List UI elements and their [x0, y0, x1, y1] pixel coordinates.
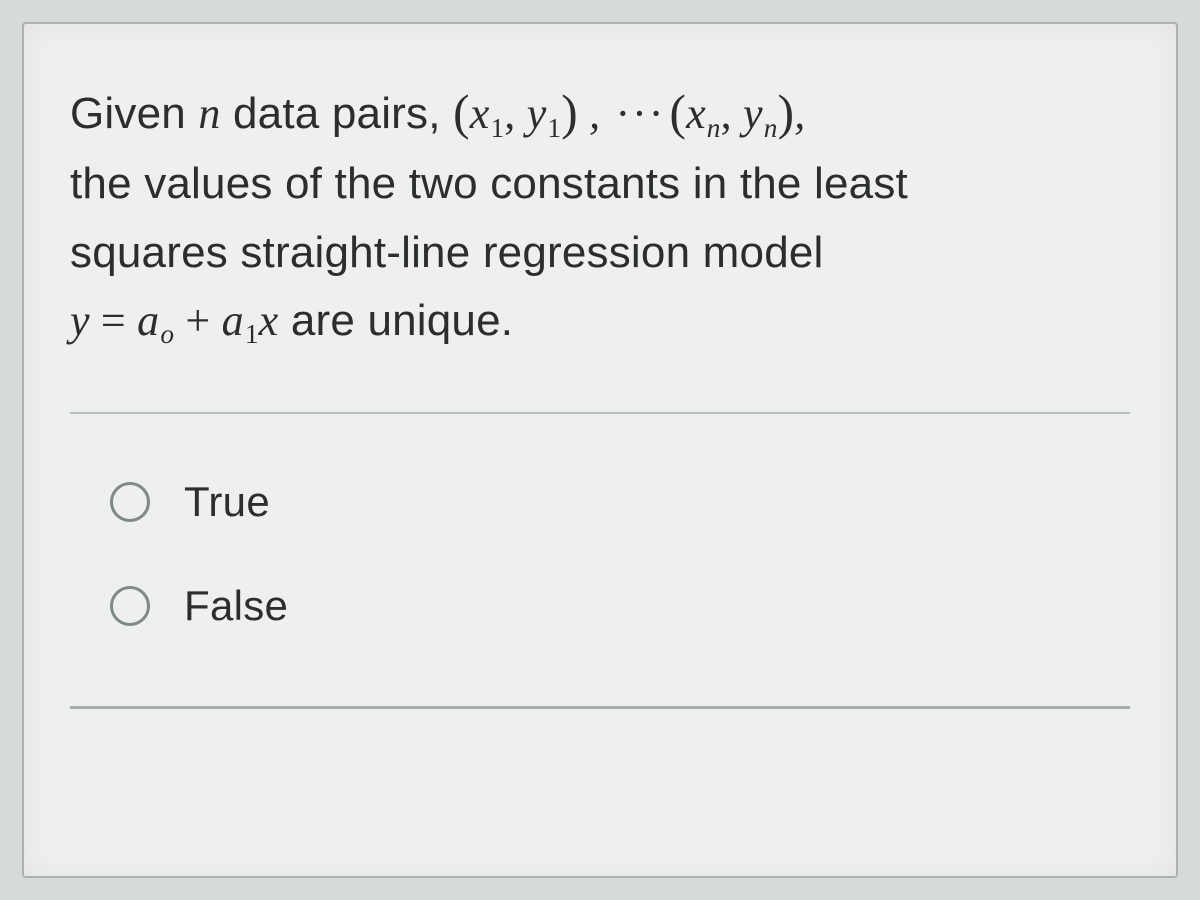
var-x: x: [470, 89, 490, 138]
pair-1: (x1, y1): [453, 89, 578, 138]
coef-a1: a: [222, 296, 244, 345]
radio-icon[interactable]: [110, 586, 150, 626]
sub-o: o: [159, 319, 174, 349]
equals: =: [90, 296, 137, 345]
var-y: y: [743, 89, 763, 138]
pair-n: (xn, yn): [669, 89, 794, 138]
question-stem: Given n data pairs, (x1, y1) , ···(xn, y…: [70, 74, 1130, 356]
text-segment: data pairs,: [221, 89, 454, 138]
comma: ,: [578, 89, 612, 138]
ellipsis: ···: [611, 89, 669, 138]
text-segment: are unique.: [278, 296, 513, 345]
close-paren: ): [778, 85, 795, 140]
bottom-separator: [70, 706, 1130, 709]
comma: ,: [721, 89, 743, 138]
answer-options: True False: [70, 450, 1130, 658]
equation: y = ao + a1x: [70, 296, 278, 345]
option-label: True: [184, 478, 270, 526]
coef-a0: a: [137, 296, 159, 345]
var-n: n: [198, 89, 220, 138]
var-x: x: [259, 296, 279, 345]
option-false[interactable]: False: [70, 554, 1130, 658]
var-x: x: [686, 89, 706, 138]
open-paren: (: [669, 85, 686, 140]
question-card: Given n data pairs, (x1, y1) , ···(xn, y…: [22, 22, 1178, 878]
comma: ,: [504, 89, 526, 138]
open-paren: (: [453, 85, 470, 140]
sub-n: n: [706, 113, 721, 143]
option-true[interactable]: True: [70, 450, 1130, 554]
sub-1: 1: [546, 113, 561, 143]
var-y: y: [70, 296, 90, 345]
separator: [70, 412, 1130, 414]
sub-n: n: [763, 113, 778, 143]
text-segment: the values of the two constants in the l…: [70, 159, 908, 208]
plus: +: [174, 296, 221, 345]
sub-1: 1: [489, 113, 504, 143]
text-segment: squares straight-line regression model: [70, 228, 824, 277]
close-paren: ): [561, 85, 578, 140]
option-label: False: [184, 582, 288, 630]
text-segment: Given: [70, 89, 198, 138]
sub-1: 1: [244, 319, 259, 349]
radio-icon[interactable]: [110, 482, 150, 522]
var-y: y: [527, 89, 547, 138]
trailing-comma: ,: [794, 89, 805, 138]
